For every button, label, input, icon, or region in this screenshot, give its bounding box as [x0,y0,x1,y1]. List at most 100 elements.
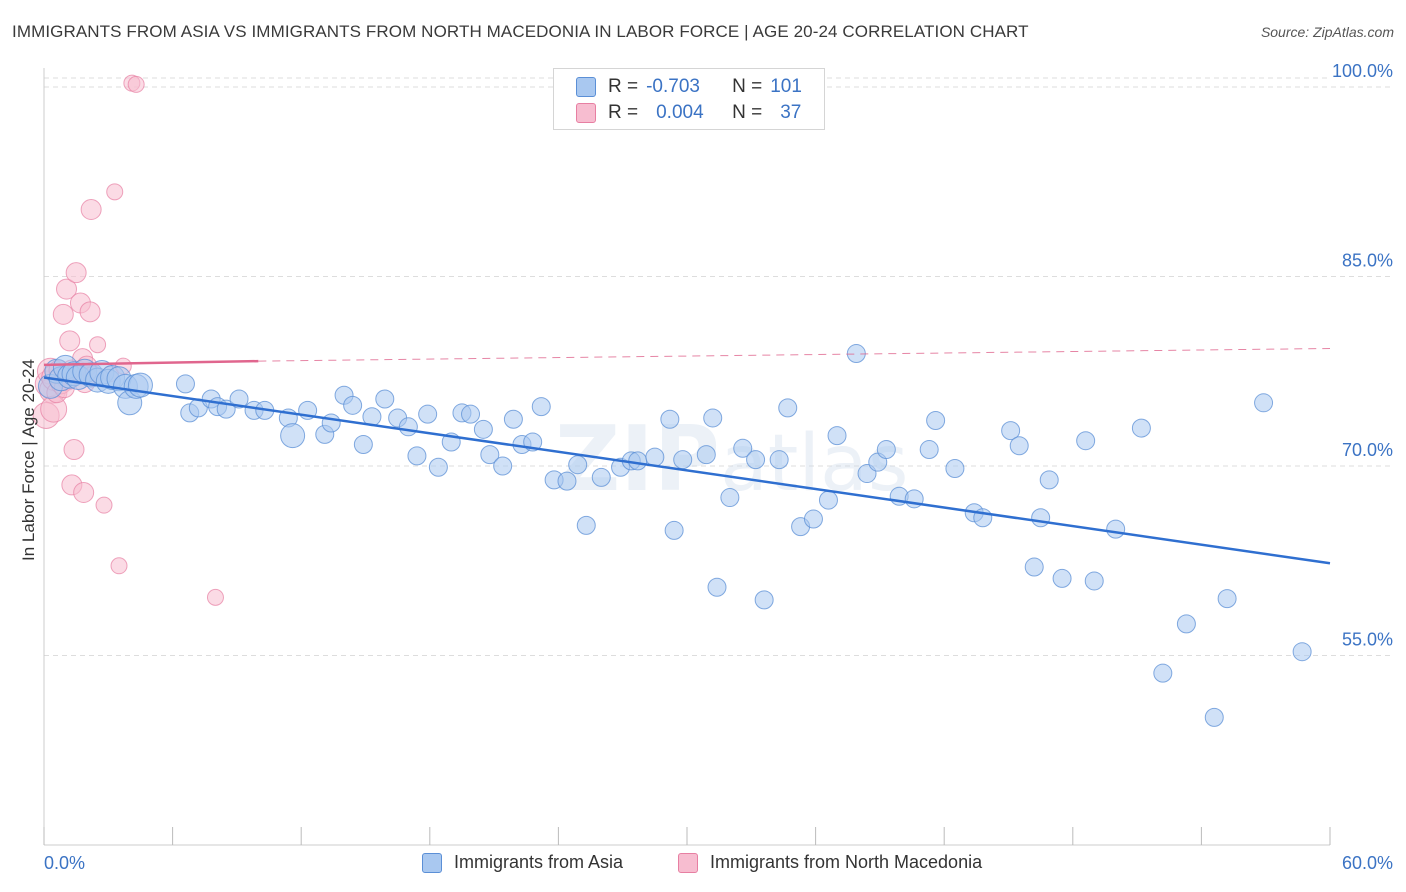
asia-point [398,417,418,437]
bottom-legend: Immigrants from Asia Immigrants from Nor… [0,852,1406,878]
y-tick-label: 100.0% [1332,61,1393,81]
asia-point [493,456,513,476]
r-label: R = [608,76,639,97]
macedonia-point [80,199,102,221]
asia-point [645,447,665,467]
asia-point [1076,431,1096,451]
asia-point [1052,568,1072,588]
asia-point [754,590,774,610]
asia-point [660,409,680,429]
r-value-asia: -0.703 [646,76,700,97]
asia-point [1024,557,1044,577]
asia-point [1084,571,1104,591]
asia-point [1204,707,1224,727]
legend-item-macedonia[interactable]: Immigrants from North Macedonia [678,852,982,873]
chart-title: IMMIGRANTS FROM ASIA VS IMMIGRANTS FROM … [12,22,1029,41]
asia-swatch [576,77,596,97]
asia-point [664,520,684,540]
x-tick-label: 0.0% [44,853,85,873]
legend-label-asia: Immigrants from Asia [454,852,624,872]
asia-point [1031,508,1051,528]
asia-point [407,446,427,466]
series-north-macedonia-points [32,74,224,606]
asia-point [778,398,798,418]
macedonia-point [65,262,87,284]
asia-point [428,457,448,477]
stats-legend-box: R = -0.703 N = 101 R = 0.004 N = 37 [553,68,825,130]
asia-swatch [422,852,442,873]
y-tick-label: 70.0% [1342,440,1393,460]
macedonia-point [89,336,107,354]
n-value-macedonia: 37 [780,102,802,123]
macedonia-point [206,588,224,606]
asia-point [1176,614,1196,634]
asia-point [568,455,588,475]
asia-point [591,467,611,487]
macedonia-point [110,557,128,575]
n-label: N = [732,76,763,97]
asia-point [746,450,766,470]
asia-point [1106,519,1126,539]
macedonia-point [73,482,95,504]
asia-point [321,413,341,433]
source-label: Source: ZipAtlas.com [1260,24,1394,40]
asia-point [945,459,965,479]
n-label: N = [732,102,763,123]
asia-point [628,451,648,471]
macedonia-point [56,278,78,300]
asia-point [461,404,481,424]
asia-point [827,426,847,446]
asia-point [375,389,395,409]
macedonia-trend-line [43,359,259,367]
asia-trend-line [43,376,1331,565]
legend-label-macedonia: Immigrants from North Macedonia [710,852,983,872]
asia-point [229,389,249,409]
asia-point [576,515,596,535]
asia-point [1292,642,1312,662]
asia-point [707,577,727,597]
asia-point [531,397,551,417]
y-tick-label: 55.0% [1342,629,1393,649]
trend-layer [43,347,1331,565]
asia-point [703,408,723,428]
y-tick-label: 85.0% [1342,250,1393,270]
macedonia-point [59,330,81,352]
macedonia-swatch [678,852,698,873]
axis-layer [43,68,1331,846]
r-label: R = [608,102,639,123]
legend-item-asia[interactable]: Immigrants from Asia [422,852,623,873]
macedonia-point [79,301,101,323]
asia-point [803,509,823,529]
asia-point [818,490,838,510]
asia-point [926,410,946,430]
stats-row-asia: R = -0.703 N = 101 [576,75,802,99]
macedonia-point [52,303,74,325]
asia-point [175,374,195,394]
asia-point [733,438,753,458]
y-axis-label: In Labor Force | Age 20-24 [19,359,38,561]
asia-point [280,423,306,449]
r-value-macedonia: 0.004 [656,102,704,123]
label-layer: 55.0% 70.0% 85.0% 100.0% 0.0% 60.0% In Labor F… [19,61,1393,873]
x-tick-label: 60.0% [1342,853,1393,873]
asia-point [1131,418,1151,438]
asia-point [1009,436,1029,456]
asia-point [1039,470,1059,490]
macedonia-point [127,75,145,93]
macedonia-point [106,183,124,201]
asia-point [480,445,500,465]
series-asia-points [37,344,1312,727]
asia-point [720,488,740,508]
macedonia-point [95,496,113,514]
n-value-asia: 101 [770,76,802,97]
asia-point [1153,663,1173,683]
asia-point [1001,421,1021,441]
asia-point [1254,393,1274,413]
asia-point [919,440,939,460]
asia-point [503,409,523,429]
macedonia-swatch [576,103,596,123]
stats-row-macedonia: R = 0.004 N = 37 [576,101,801,125]
asia-point [473,419,493,439]
macedonia-point [63,439,85,461]
